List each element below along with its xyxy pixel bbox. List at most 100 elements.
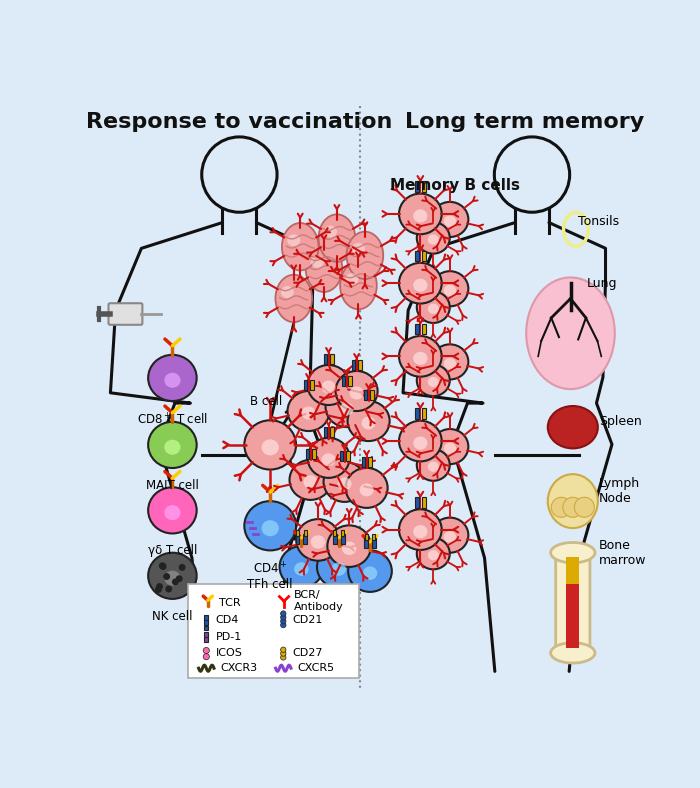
- Circle shape: [203, 648, 209, 653]
- Bar: [566, 557, 580, 584]
- Ellipse shape: [444, 284, 456, 296]
- Ellipse shape: [302, 407, 316, 419]
- Ellipse shape: [323, 462, 365, 502]
- Bar: [422, 181, 426, 192]
- Circle shape: [172, 578, 178, 585]
- Text: Spleen: Spleen: [599, 415, 642, 429]
- Ellipse shape: [444, 443, 456, 454]
- Bar: [566, 557, 580, 648]
- Ellipse shape: [346, 468, 388, 508]
- Ellipse shape: [431, 344, 468, 380]
- Circle shape: [281, 655, 286, 660]
- Ellipse shape: [282, 223, 318, 270]
- Circle shape: [159, 563, 166, 569]
- Text: Memory B cells: Memory B cells: [389, 178, 519, 193]
- Ellipse shape: [290, 460, 332, 500]
- Ellipse shape: [306, 244, 342, 292]
- Text: NK cell: NK cell: [152, 610, 193, 623]
- Ellipse shape: [307, 438, 349, 478]
- Ellipse shape: [332, 563, 346, 576]
- Bar: [312, 448, 316, 459]
- Bar: [415, 497, 419, 507]
- Bar: [415, 408, 419, 419]
- Ellipse shape: [324, 225, 337, 237]
- Ellipse shape: [340, 403, 354, 415]
- Ellipse shape: [148, 552, 197, 599]
- Ellipse shape: [431, 518, 468, 552]
- Ellipse shape: [551, 643, 595, 663]
- Bar: [304, 380, 307, 390]
- Ellipse shape: [262, 440, 279, 455]
- Ellipse shape: [444, 215, 456, 227]
- Text: Bone
marrow: Bone marrow: [599, 539, 647, 567]
- Circle shape: [281, 619, 286, 624]
- Ellipse shape: [431, 429, 468, 464]
- Ellipse shape: [548, 406, 598, 448]
- FancyBboxPatch shape: [556, 549, 590, 656]
- Bar: [368, 457, 372, 466]
- Bar: [422, 497, 426, 507]
- Ellipse shape: [294, 563, 309, 576]
- Ellipse shape: [428, 462, 439, 472]
- Ellipse shape: [428, 234, 439, 244]
- Text: CD21: CD21: [293, 615, 323, 626]
- Ellipse shape: [287, 234, 300, 246]
- Ellipse shape: [340, 262, 377, 309]
- Circle shape: [163, 573, 170, 580]
- Text: CD8$^+$ T cell: CD8$^+$ T cell: [136, 412, 208, 427]
- Ellipse shape: [275, 275, 312, 322]
- Ellipse shape: [164, 505, 181, 520]
- Bar: [295, 534, 300, 545]
- Ellipse shape: [311, 256, 324, 268]
- Circle shape: [563, 497, 583, 517]
- Bar: [415, 181, 419, 192]
- Ellipse shape: [328, 526, 371, 567]
- Text: Lymph
Node: Lymph Node: [599, 477, 640, 505]
- Ellipse shape: [416, 365, 450, 396]
- Ellipse shape: [444, 358, 456, 370]
- Ellipse shape: [428, 377, 439, 387]
- Circle shape: [203, 653, 209, 660]
- Bar: [330, 426, 334, 437]
- Bar: [330, 354, 334, 364]
- Ellipse shape: [431, 271, 468, 307]
- Bar: [204, 626, 208, 630]
- Ellipse shape: [399, 336, 442, 377]
- Text: γδ T cell: γδ T cell: [148, 545, 197, 557]
- Ellipse shape: [348, 550, 392, 592]
- Bar: [333, 530, 337, 536]
- Circle shape: [574, 497, 594, 517]
- Bar: [364, 538, 368, 548]
- Ellipse shape: [362, 417, 376, 429]
- Bar: [362, 457, 365, 466]
- Circle shape: [165, 585, 172, 593]
- Ellipse shape: [148, 487, 197, 533]
- Ellipse shape: [428, 550, 439, 560]
- FancyBboxPatch shape: [108, 303, 142, 325]
- Ellipse shape: [244, 420, 296, 470]
- Text: CXCR5: CXCR5: [297, 663, 335, 673]
- Ellipse shape: [363, 567, 377, 580]
- Text: B cell: B cell: [250, 395, 283, 408]
- Ellipse shape: [348, 401, 390, 441]
- Text: MAIT cell: MAIT cell: [146, 479, 199, 492]
- Circle shape: [281, 623, 286, 628]
- Ellipse shape: [262, 520, 279, 536]
- Bar: [363, 390, 368, 400]
- Bar: [372, 538, 376, 548]
- Ellipse shape: [296, 519, 339, 561]
- Circle shape: [281, 611, 286, 616]
- Bar: [304, 530, 307, 536]
- Circle shape: [281, 651, 286, 656]
- FancyBboxPatch shape: [188, 584, 358, 678]
- Circle shape: [156, 583, 163, 590]
- Text: BCR/
Antibody: BCR/ Antibody: [294, 590, 344, 612]
- Ellipse shape: [304, 475, 318, 489]
- Text: Tonsils: Tonsils: [578, 215, 620, 228]
- Bar: [351, 360, 356, 370]
- Ellipse shape: [307, 365, 349, 405]
- Ellipse shape: [548, 474, 598, 528]
- Ellipse shape: [164, 373, 181, 388]
- Bar: [422, 408, 426, 419]
- Bar: [341, 530, 344, 536]
